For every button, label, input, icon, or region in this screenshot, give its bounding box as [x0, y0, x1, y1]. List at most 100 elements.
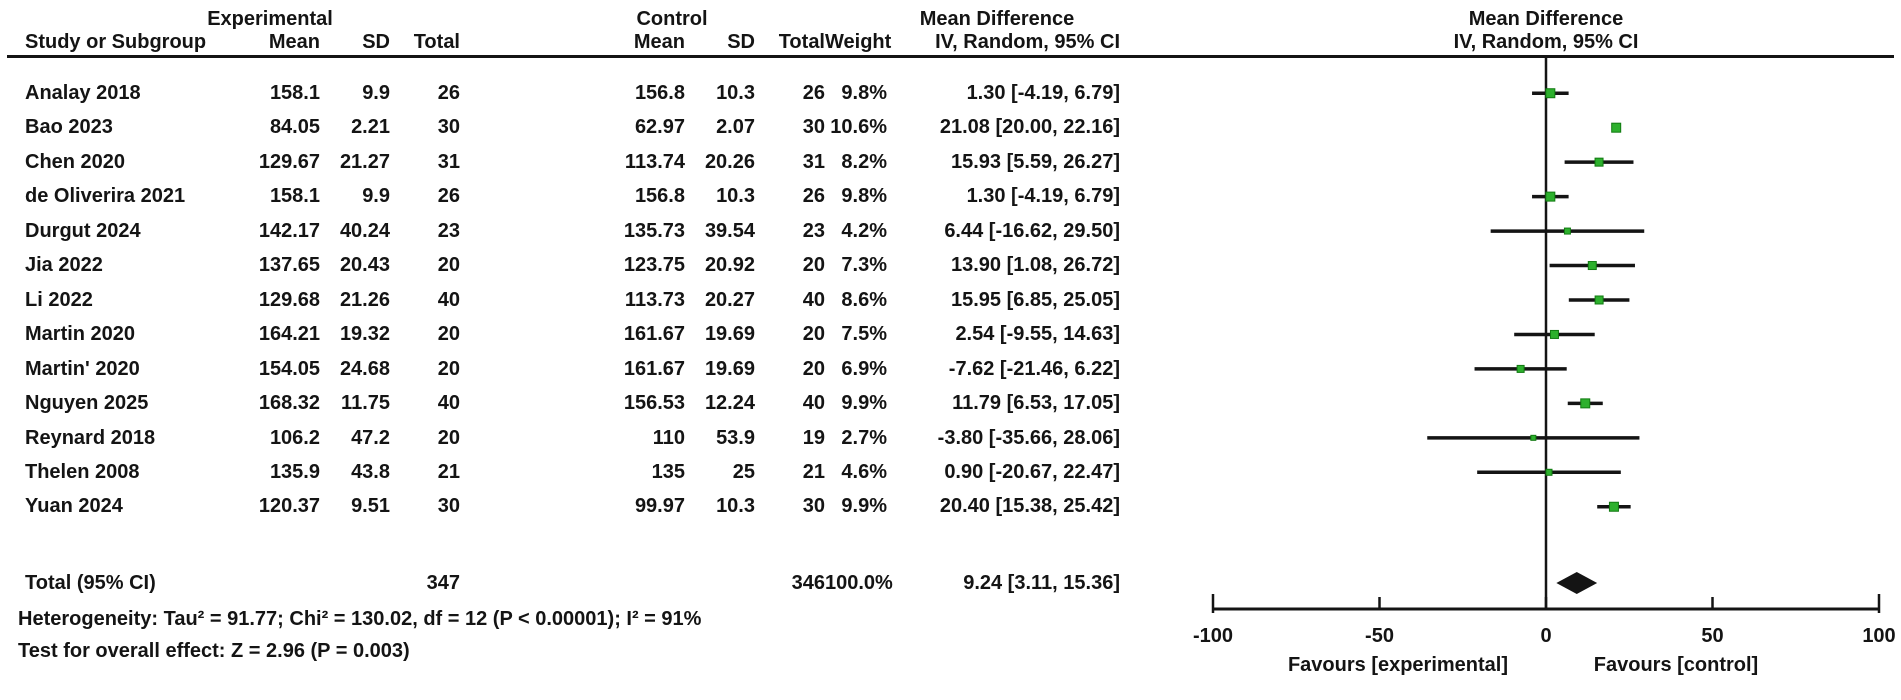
col-header-exp-mean: Mean [268, 31, 320, 53]
cell-exp-sd: 40.24 [339, 219, 390, 242]
column-group-mean-difference: Mean Difference [919, 8, 1075, 30]
cell-exp-total: 30 [437, 495, 460, 518]
axis-tick-label: 100 [1862, 625, 1895, 647]
table-row: Li 2022 129.68 21.26 40 113.73 20.27 40 8.6% 15.… [0, 283, 1133, 317]
cell-exp-mean: 137.65 [258, 254, 320, 277]
favours-control-label: Favours [control] [1594, 654, 1758, 676]
cell-ctrl-total: 21 [802, 460, 825, 483]
cell-exp-mean: 129.68 [258, 288, 320, 311]
cell-ci-text: 13.90 [1.08, 26.72] [950, 254, 1120, 277]
effect-square [1594, 295, 1604, 305]
cell-ctrl-total: 26 [802, 82, 825, 104]
cell-ci-text: 11.79 [6.53, 17.05] [952, 392, 1120, 415]
col-header-exp-sd: SD [362, 31, 390, 53]
table-row: Jia 2022 137.65 20.43 20 123.75 20.92 20 7.3% 13… [0, 248, 1133, 282]
cell-ctrl-mean: 156.8 [634, 82, 685, 104]
col-header-exp-total: Total [413, 31, 460, 53]
cell-ctrl-mean: 135 [651, 460, 685, 483]
cell-ctrl-sd: 10.3 [716, 185, 755, 208]
effect-square [1611, 122, 1622, 133]
cell-exp-sd: 43.8 [351, 460, 390, 483]
cell-exp-mean: 142.17 [258, 219, 320, 242]
cell-ci-text: 15.95 [6.85, 25.05] [950, 288, 1120, 311]
cell-weight: 9.9% [841, 392, 887, 415]
cell-ci-text: 15.93 [5.59, 26.27] [950, 150, 1120, 173]
cell-ctrl-total: 40 [802, 392, 825, 415]
cell-study: Durgut 2024 [25, 219, 141, 242]
cell-ctrl-total: 30 [802, 495, 825, 518]
col-header-study: Study or Subgroup [25, 31, 207, 53]
cell-exp-mean: 135.9 [269, 460, 320, 483]
axis-tick-label: 0 [1540, 625, 1551, 647]
cell-weight: 9.8% [841, 82, 887, 104]
cell-exp-sd: 24.68 [339, 357, 390, 380]
effect-square [1563, 227, 1571, 235]
cell-ctrl-sd: 12.24 [704, 392, 755, 415]
cell-ctrl-mean: 113.74 [624, 150, 685, 173]
total-row: Total (95% CI) 347 346 100.0% 9.24 [3.11… [0, 566, 1133, 600]
cell-study: Jia 2022 [25, 254, 103, 277]
cell-exp-total: 40 [437, 288, 460, 311]
table-row: Analay 2018 158.1 9.9 26 156.8 10.3 26 9.8% 1.30… [0, 76, 1133, 110]
effect-square [1594, 157, 1604, 167]
cell-weight: 6.9% [841, 357, 887, 380]
header-divider-line [7, 55, 1894, 58]
cell-ci-text: 2.54 [-9.55, 14.63] [955, 323, 1120, 346]
study-rows: Analay 2018 158.1 9.9 26 156.8 10.3 26 9.8% 1.30… [0, 76, 1133, 524]
table-row: Chen 2020 129.67 21.27 31 113.74 20.26 31 8.2% 1… [0, 145, 1133, 179]
cell-ctrl-total: 31 [802, 150, 825, 173]
cell-ci-text: 20.40 [15.38, 25.42] [939, 495, 1120, 518]
effect-square [1516, 364, 1525, 373]
axis-tick-label: 50 [1701, 625, 1723, 647]
group-header-experimental: Experimental [207, 8, 333, 30]
effect-square [1549, 329, 1559, 339]
cell-ctrl-sd: 20.92 [704, 254, 755, 277]
table-row: Nguyen 2025 168.32 11.75 40 156.53 12.24 40 9.9… [0, 386, 1133, 420]
cell-ctrl-mean: 135.73 [623, 219, 685, 242]
cell-ctrl-total: 40 [802, 288, 825, 311]
table-row: Bao 2023 84.05 2.21 30 62.97 2.07 30 10.6% 21.08… [0, 110, 1133, 144]
cell-ci-text: 1.30 [-4.19, 6.79] [966, 82, 1120, 104]
cell-ctrl-mean: 113.73 [624, 288, 685, 311]
cell-ctrl-total: 30 [802, 116, 825, 139]
effect-square [1530, 434, 1537, 441]
effect-square [1608, 501, 1619, 512]
table-row: Martin' 2020 154.05 24.68 20 161.67 19.69 20 6.… [0, 352, 1133, 386]
cell-exp-sd: 9.9 [362, 82, 390, 104]
cell-exp-mean: 158.1 [269, 185, 320, 208]
summary-diamond [1556, 572, 1598, 594]
cell-exp-mean: 129.67 [258, 150, 320, 173]
cell-ctrl-mean: 156.8 [634, 185, 685, 208]
table-row: Yuan 2024 120.37 9.51 30 99.97 10.3 30 9.9% 20.4… [0, 489, 1133, 523]
cell-study: Martin 2020 [25, 323, 136, 346]
cell-ctrl-total: 20 [802, 254, 825, 277]
cell-exp-mean: 168.32 [258, 392, 320, 415]
table-header-row: Study or Subgroup Mean SD Total Mean SD … [0, 29, 1133, 55]
cell-study: Analay 2018 [25, 82, 141, 104]
cell-study: Nguyen 2025 [25, 392, 149, 415]
cell-study: Chen 2020 [25, 150, 126, 173]
cell-ctrl-mean: 62.97 [634, 116, 685, 139]
cell-weight: 8.6% [841, 288, 887, 311]
cell-ctrl-sd: 19.69 [704, 357, 755, 380]
effect-square [1545, 191, 1556, 202]
cell-exp-sd: 2.21 [351, 116, 390, 139]
table-row: Thelen 2008 135.9 43.8 21 135 25 21 4.6% 0.90 [-… [0, 455, 1133, 489]
cell-exp-sd: 21.27 [339, 150, 390, 173]
group-header-control: Control [636, 8, 708, 30]
axis-tick-label: -50 [1365, 625, 1394, 647]
cell-exp-total: 30 [437, 116, 460, 139]
cell-exp-total: 20 [437, 323, 460, 346]
cell-ci-text: -7.62 [-21.46, 6.22] [948, 357, 1120, 380]
cell-exp-mean: 164.21 [258, 323, 320, 346]
cell-exp-total: 20 [437, 357, 460, 380]
effect-square [1545, 88, 1556, 99]
table-row: Martin 2020 164.21 19.32 20 161.67 19.69 20 7.5… [0, 317, 1133, 351]
cell-ci-text: 0.90 [-20.67, 22.47] [944, 460, 1120, 483]
cell-ctrl-total: 19 [802, 426, 825, 449]
overall-effect-note: Test for overall effect: Z = 2.96 (P = 0… [18, 640, 410, 662]
effect-square [1545, 468, 1553, 476]
total-ci-text: 9.24 [3.11, 15.36] [963, 572, 1120, 594]
cell-weight: 2.7% [841, 426, 887, 449]
